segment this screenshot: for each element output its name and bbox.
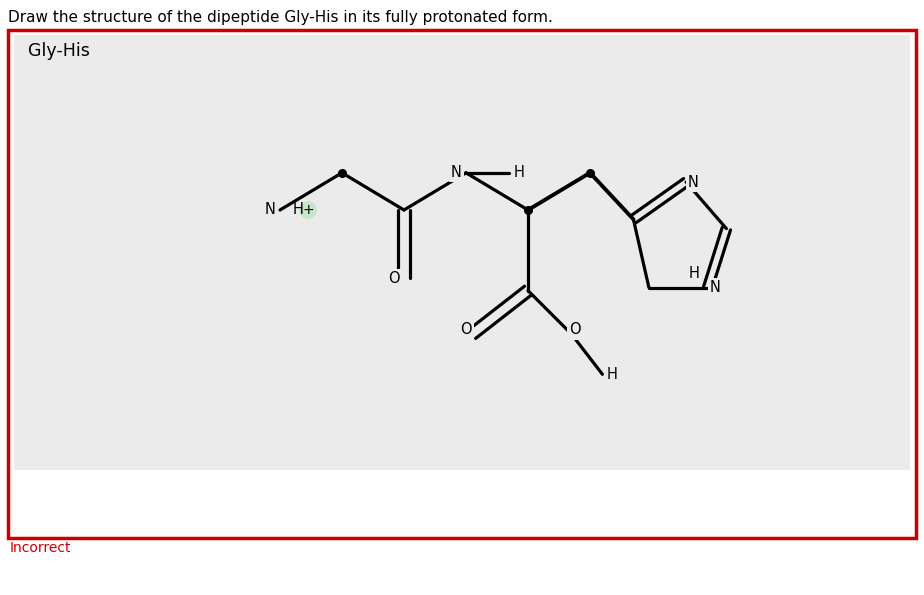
Text: N: N — [451, 165, 462, 180]
Text: H: H — [514, 165, 524, 180]
Text: O: O — [460, 322, 472, 337]
Text: +: + — [302, 203, 314, 217]
Circle shape — [299, 201, 317, 219]
FancyBboxPatch shape — [14, 35, 910, 470]
Text: H: H — [606, 367, 617, 382]
FancyBboxPatch shape — [8, 30, 916, 538]
Text: N: N — [688, 174, 699, 190]
Text: —: — — [480, 165, 495, 180]
Text: O: O — [388, 271, 400, 286]
Text: O: O — [569, 322, 581, 337]
Text: H: H — [293, 202, 304, 218]
Text: Draw the structure of the dipeptide Gly-His in its fully protonated form.: Draw the structure of the dipeptide Gly-… — [8, 10, 553, 25]
Text: Incorrect: Incorrect — [10, 541, 71, 555]
Text: N: N — [710, 280, 721, 295]
Text: H: H — [688, 266, 699, 281]
Text: Gly-His: Gly-His — [28, 42, 90, 60]
Text: N: N — [265, 202, 276, 218]
